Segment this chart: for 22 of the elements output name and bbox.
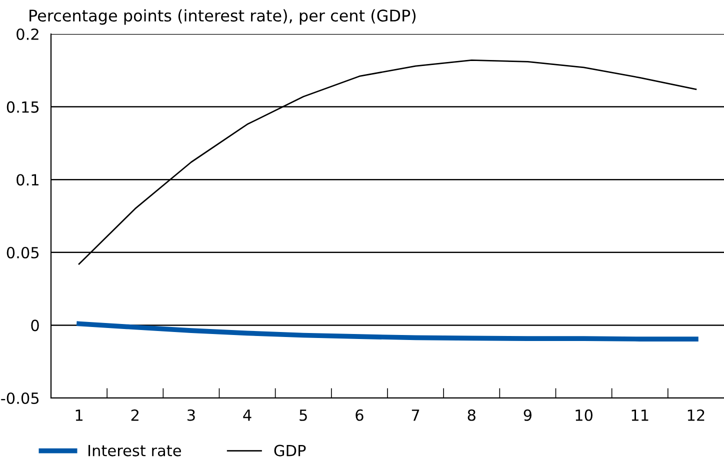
y-tick-label: 0.2 xyxy=(16,28,38,40)
x-tick-label: 12 xyxy=(688,409,704,421)
x-tick-label: 3 xyxy=(188,409,195,421)
x-tick-label: 8 xyxy=(468,409,476,421)
x-tick-label: 11 xyxy=(632,410,648,421)
y-tick-label: 0 xyxy=(31,320,39,332)
x-tick-label: 9 xyxy=(524,409,532,421)
x-tick-label: 6 xyxy=(356,409,364,421)
x-tick-label: 5 xyxy=(300,410,307,421)
x-tick-label: 4 xyxy=(243,410,252,421)
x-tick-label: 1 xyxy=(76,410,82,421)
x-tick-label: 7 xyxy=(412,410,420,421)
x-tick-label: 2 xyxy=(131,409,138,421)
chart-subtitle: Percentage points (interest rate), per cent (GDP) xyxy=(30,9,416,25)
y-tick-label: -0.05 xyxy=(1,392,39,404)
y-tick-label: 0.05 xyxy=(6,246,39,258)
y-tick-label: 0.1 xyxy=(16,174,38,186)
x-tick-label: 10 xyxy=(576,409,592,421)
y-tick-label: 0.15 xyxy=(6,101,39,113)
legend-label: Interest rate xyxy=(88,444,181,456)
legend-label: GDP xyxy=(274,444,306,456)
line-series xyxy=(76,321,698,342)
